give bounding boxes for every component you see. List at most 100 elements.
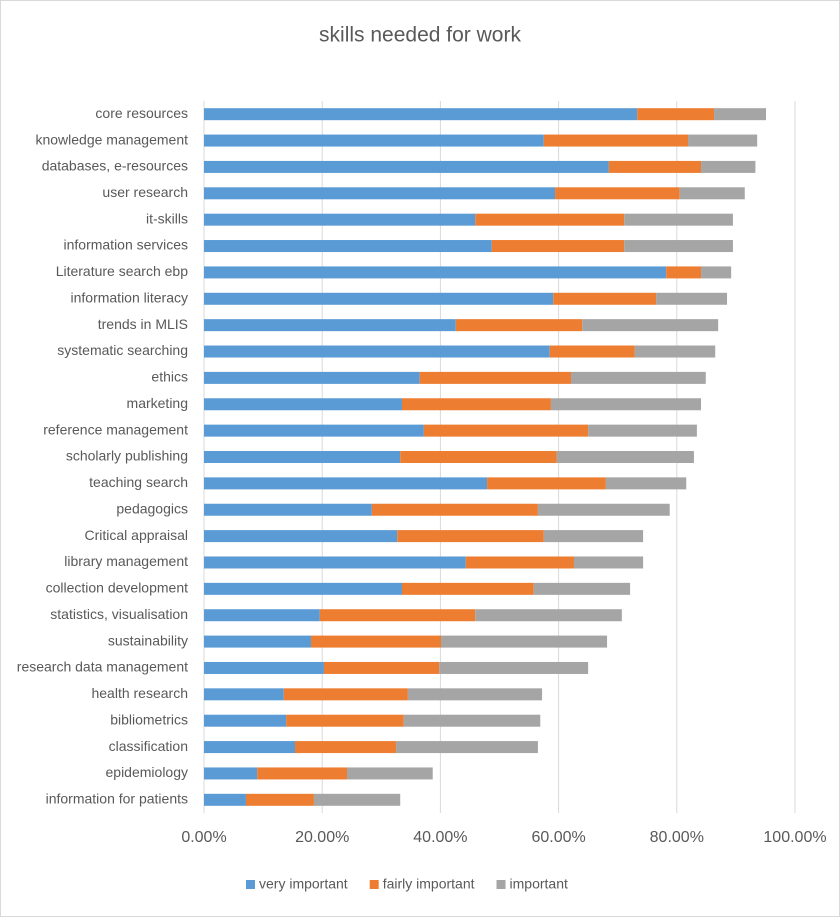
bar-segment [491, 240, 625, 253]
x-tick-label: 40.00% [413, 829, 467, 846]
bar-segment [204, 741, 296, 754]
bar-segment [403, 714, 541, 727]
y-tick-label: core resources [95, 105, 188, 121]
bar-segment [407, 688, 543, 701]
bar-segment [323, 661, 440, 674]
bar-segment [553, 292, 657, 305]
bar-segment [204, 319, 456, 332]
bar-segment [465, 556, 574, 569]
bar-segment [637, 108, 715, 121]
y-tick-label: sustainability [108, 632, 188, 648]
x-tick-label: 100.00% [763, 829, 826, 846]
x-tick-label: 20.00% [295, 829, 349, 846]
y-tick-label: library management [64, 553, 188, 569]
bar-segment [204, 187, 556, 200]
y-tick-label: Critical appraisal [85, 527, 188, 543]
bar-segment [204, 398, 402, 411]
y-tick-label: collection development [46, 580, 189, 596]
bar-segment [310, 635, 441, 648]
y-tick-label: systematic searching [57, 342, 188, 358]
y-tick-label: teaching search [89, 474, 188, 490]
y-tick-label: health research [91, 685, 188, 701]
bar-segment [204, 477, 488, 490]
y-tick-label: information literacy [71, 289, 189, 305]
bar-segment [555, 187, 680, 200]
bar-segment [455, 319, 583, 332]
bar-segment [588, 424, 697, 437]
legend-swatch [246, 880, 255, 889]
bar-segment [487, 477, 606, 490]
y-tick-label: ethics [151, 369, 188, 385]
bar-segment [624, 240, 733, 253]
bar-segment [714, 108, 767, 121]
bar-segment [204, 767, 258, 780]
bar-segment [573, 556, 644, 569]
bar-segment [582, 319, 719, 332]
bar-segment [537, 503, 670, 516]
y-tick-label: user research [102, 184, 188, 200]
bar-segment [204, 793, 246, 806]
bar-segment [204, 134, 544, 147]
bar-segment [204, 661, 324, 674]
y-tick-label: knowledge management [35, 131, 188, 147]
bar-segment [204, 503, 372, 516]
y-tick-label: databases, e-resources [42, 158, 188, 174]
y-tick-label: classification [109, 738, 188, 754]
bar-segment [204, 556, 466, 569]
bar-segment [440, 635, 608, 648]
bar-segment [204, 530, 398, 543]
bar-segment [624, 213, 733, 226]
bar-segment [571, 371, 706, 384]
bar-segment [204, 266, 667, 279]
bar-segment [397, 530, 544, 543]
bar-segment [656, 292, 728, 305]
bar-segment [550, 398, 702, 411]
bar-segment [475, 213, 625, 226]
bar-segment [204, 688, 284, 701]
bar-segment [204, 213, 476, 226]
bar-segment [204, 609, 320, 622]
bar-segment [543, 134, 689, 147]
bar-segment [701, 266, 732, 279]
bar-segment [204, 424, 424, 437]
bar-segment [286, 714, 404, 727]
x-tick-label: 80.00% [650, 829, 704, 846]
y-tick-label: pedagogics [116, 500, 188, 516]
bar-segment [688, 134, 758, 147]
y-tick-label: bibliometrics [110, 711, 188, 727]
bar-segment [319, 609, 476, 622]
y-tick-label: statistics, visualisation [50, 606, 188, 622]
bar-segment [423, 424, 589, 437]
bar-segment [283, 688, 408, 701]
legend-label: fairly important [383, 876, 475, 892]
bar-segment [401, 582, 534, 595]
bar-segment [245, 793, 314, 806]
bar-segment [533, 582, 631, 595]
bar-segment [295, 741, 397, 754]
bar-segment [401, 398, 551, 411]
bar-segment [204, 371, 420, 384]
bar-segment [608, 160, 702, 173]
bar-segment [371, 503, 538, 516]
bar-segment [204, 345, 550, 358]
bar-segment [666, 266, 702, 279]
legend-swatch [496, 880, 506, 889]
bar-segment [605, 477, 687, 490]
legend-label: very important [259, 876, 348, 892]
x-tick-label: 0.00% [181, 829, 226, 846]
bar-segment [204, 714, 287, 727]
bar-segment [396, 741, 538, 754]
y-tick-label: it-skills [146, 210, 188, 226]
bar-segment [439, 661, 589, 674]
y-tick-label: scholarly publishing [66, 448, 188, 464]
legend-swatch [369, 880, 379, 889]
chart-title: skills needed for work [319, 24, 521, 47]
bar-segment [204, 240, 492, 253]
bar-segment [204, 582, 402, 595]
bar-segment [475, 609, 622, 622]
bar-segment [400, 451, 557, 463]
bar-segment [419, 371, 572, 384]
bar-segment [634, 345, 716, 358]
bar-segment [679, 187, 745, 200]
